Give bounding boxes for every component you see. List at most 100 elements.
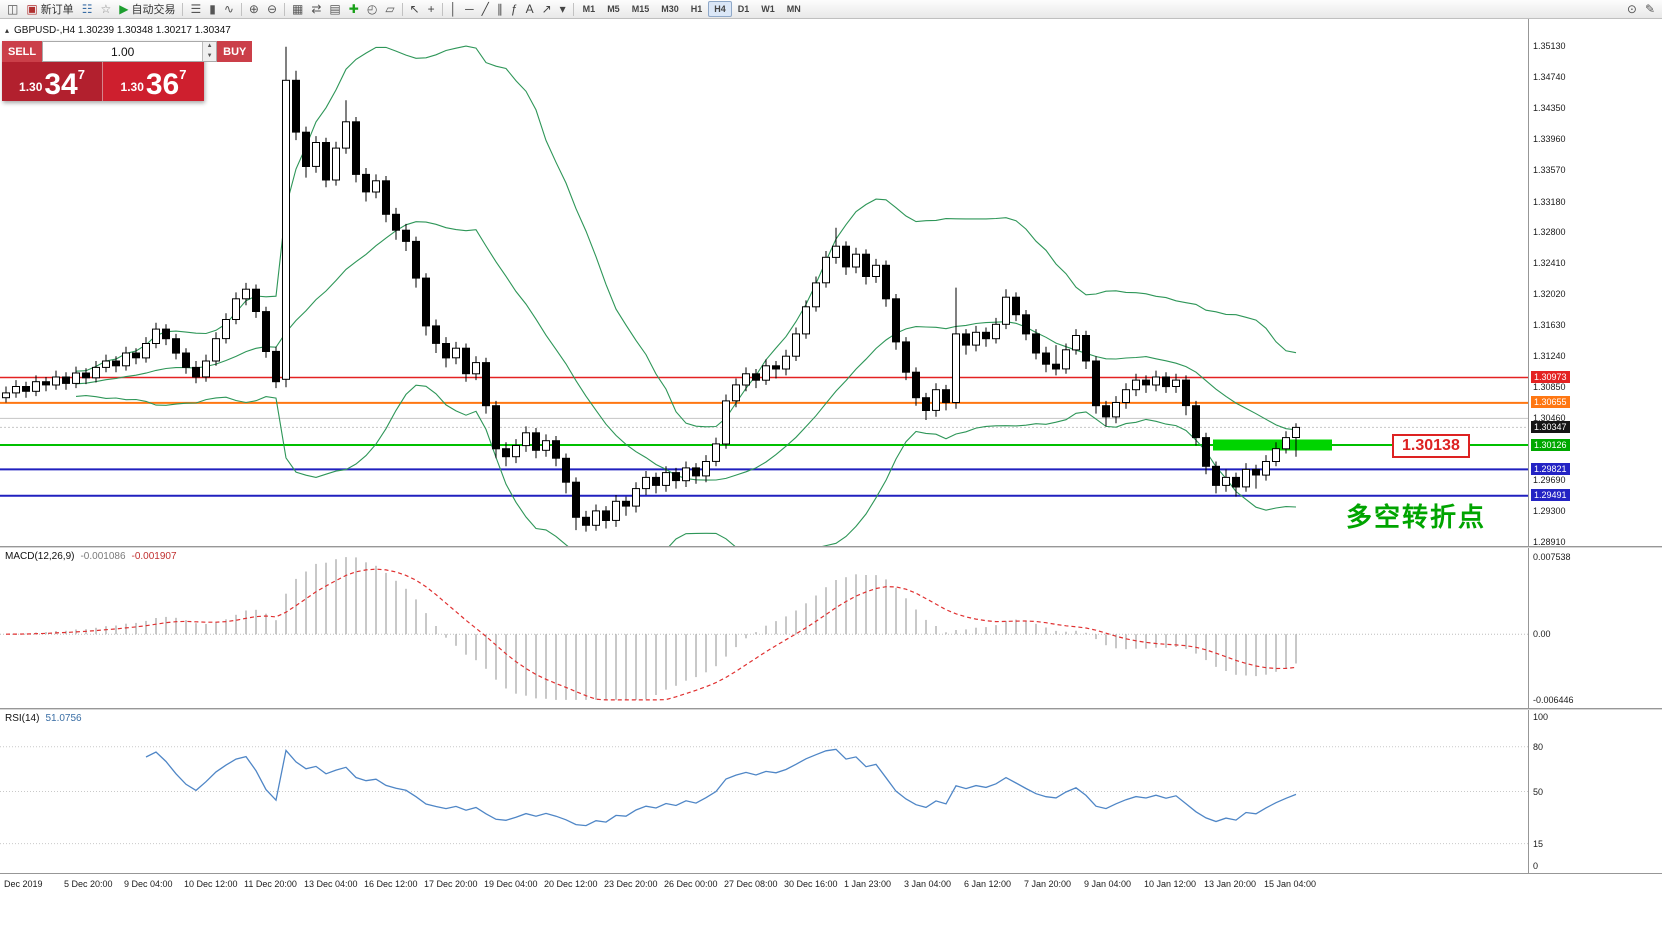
price-tick-label: 1.34740 — [1533, 72, 1566, 83]
macd-panel[interactable]: MACD(12,26,9) -0.001086 -0.001907 — [0, 548, 1528, 708]
templates-icon[interactable]: ▱ — [381, 1, 398, 18]
time-tick-label: 9 Dec 04:00 — [124, 879, 173, 889]
one-click-trade-panel: SELL ▲ ▼ BUY 1.30 34 7 1.30 — [2, 41, 253, 101]
macd-tick-label: -0.006446 — [1533, 694, 1574, 705]
shapes-dropdown-icon[interactable]: ▾ — [556, 1, 570, 18]
time-tick-label: 19 Dec 04:00 — [484, 879, 538, 889]
new-chart-icon: ◫ — [7, 1, 19, 16]
price-tick-label: 1.35130 — [1533, 41, 1566, 51]
buy-price-main: 36 — [145, 67, 180, 101]
shapes-dropdown-icon: ▾ — [559, 1, 566, 16]
toolbar-separator — [182, 2, 184, 16]
cursor-icon[interactable]: ↖ — [406, 1, 424, 18]
channel-icon[interactable]: ∥ — [493, 1, 507, 18]
price-axis[interactable]: 1.35130 1.34740 1.34350 1.33960 1.33570 1.331… — [1528, 19, 1662, 547]
autoscroll-icon[interactable]: ⇄ — [307, 1, 325, 18]
periods-icon: ◴ — [366, 1, 378, 16]
price-tick-label: 1.31630 — [1533, 320, 1566, 331]
periods-icon[interactable]: ◴ — [363, 1, 381, 18]
candlestick-chart-icon[interactable]: ▮ — [205, 1, 220, 18]
zoom-out-icon: ⊖ — [266, 1, 278, 16]
macd-name: MACD(12,26,9) — [5, 551, 75, 562]
sell-button[interactable]: SELL — [2, 41, 43, 62]
candlestick-chart[interactable] — [0, 19, 1528, 546]
cursor-icon: ↖ — [409, 1, 420, 16]
macd-indicator[interactable] — [0, 548, 1528, 708]
fibonacci-icon[interactable]: ƒ — [507, 1, 522, 18]
macd-main-value: -0.001086 — [80, 551, 126, 562]
timeframe-m15-button[interactable]: M15 — [631, 4, 650, 14]
price-tick-label: 1.32800 — [1533, 226, 1566, 237]
macd-axis[interactable]: 0.007538 0.00 -0.006446 — [1528, 548, 1662, 708]
timeframe-d1-button[interactable]: D1 — [737, 4, 750, 14]
trendline-icon[interactable]: ╱ — [478, 1, 493, 18]
horizontal-line-icon[interactable]: ─ — [461, 1, 478, 18]
timeframe-h1-button[interactable]: H1 — [690, 4, 703, 14]
panel-divider[interactable] — [0, 546, 1662, 548]
new-chart-icon[interactable]: ◫ — [3, 1, 22, 18]
rsi-panel[interactable]: RSI(14) 51.0756 — [0, 710, 1528, 873]
autoscroll-icon: ⇄ — [311, 1, 322, 16]
rsi-axis[interactable]: 100 80 50 15 0 — [1528, 710, 1662, 873]
time-tick-label: 10 Dec 12:00 — [184, 879, 238, 889]
buy-button[interactable]: BUY — [217, 41, 253, 62]
candlestick-chart-icon: ▮ — [209, 1, 216, 16]
time-tick-label: 13 Dec 04:00 — [304, 879, 358, 889]
text-label-icon: A — [525, 1, 534, 16]
sell-price-main: 34 — [44, 67, 78, 101]
timeframe-w1-button[interactable]: W1 — [761, 4, 775, 14]
text-label-icon[interactable]: A — [522, 1, 538, 18]
timeframe-mn-button[interactable]: MN — [786, 4, 801, 14]
rsi-tick-label: 0 — [1533, 861, 1539, 871]
crosshair-icon[interactable]: + — [424, 1, 439, 18]
time-tick-label: 10 Jan 12:00 — [1144, 879, 1197, 889]
bar-chart-icon[interactable]: ☰ — [186, 1, 205, 18]
volume-up-icon[interactable]: ▲ — [203, 42, 217, 52]
sell-price[interactable]: 1.30 34 7 — [2, 62, 103, 101]
time-tick-label: 3 Jan 04:00 — [904, 879, 952, 889]
timeframe-m5-button[interactable]: M5 — [607, 4, 620, 14]
indicators-add-icon[interactable]: ✚ — [345, 1, 363, 18]
time-tick-label: 27 Dec 08:00 — [724, 879, 778, 889]
chinese-annotation[interactable]: 多空转折点 — [1346, 502, 1487, 532]
main-chart[interactable]: ▴ GBPUSD-,H4 1.30239 1.30348 1.30217 1.3… — [0, 19, 1528, 546]
buy-price[interactable]: 1.30 36 7 — [103, 62, 204, 101]
toolbar-separator — [401, 2, 403, 16]
vertical-line-icon: │ — [449, 1, 458, 16]
sell-price-sup: 7 — [77, 67, 85, 82]
price-badge: 1.29491 — [1531, 489, 1570, 502]
zoom-out-icon[interactable]: ⊖ — [263, 1, 281, 18]
price-callout-label[interactable]: 1.30138 — [1392, 434, 1470, 458]
chart-shift-icon[interactable]: ▤ — [325, 1, 344, 18]
volume-down-icon[interactable]: ▼ — [203, 51, 217, 61]
buy-price-sup: 7 — [179, 67, 187, 82]
time-tick-label: 6 Jan 12:00 — [964, 879, 1012, 889]
collapse-arrow-icon[interactable]: ▴ — [5, 26, 10, 35]
toolbar-separator — [572, 2, 574, 16]
time-tick-label: 16 Dec 12:00 — [364, 879, 418, 889]
time-tick-label: 1 Jan 23:00 — [844, 879, 892, 889]
rsi-indicator[interactable] — [0, 710, 1528, 873]
channel-icon: ∥ — [496, 1, 503, 16]
tile-windows-icon[interactable]: ▦ — [288, 1, 307, 18]
line-chart-icon[interactable]: ∿ — [220, 1, 238, 18]
panel-divider[interactable] — [0, 708, 1662, 710]
toolbar: ◫ ▣ 新订单 ☷ ☆ ▶ 自动交易 ☰ ▮ ∿ ⊕ ⊖ ▦ ⇄ ▤ ✚ ◴ ▱ ↖ + │ ─ ╱ ∥ ƒ A ↗ ▾ M1 M5 M15… — [0, 0, 1662, 19]
volume-input[interactable] — [43, 42, 203, 61]
timeframe-h4-button[interactable]: H4 — [708, 1, 732, 17]
search-icon[interactable]: ⊙ — [1626, 1, 1637, 16]
new-order-button[interactable]: ▣ 新订单 — [26, 1, 74, 17]
favorites-icon[interactable]: ☆ — [96, 1, 115, 18]
arrow-object-icon[interactable]: ↗ — [538, 1, 556, 18]
timeframe-m1-button[interactable]: M1 — [582, 4, 596, 14]
price-tick-label: 1.30850 — [1533, 382, 1566, 393]
trendline-icon: ╱ — [481, 1, 489, 16]
autotrade-button[interactable]: ▶ 自动交易 — [119, 1, 176, 17]
price-tick-label: 1.29690 — [1533, 474, 1566, 485]
market-watch-icon[interactable]: ☷ — [78, 1, 97, 18]
timeframe-m30-button[interactable]: M30 — [661, 4, 679, 14]
vertical-line-icon[interactable]: │ — [446, 1, 462, 18]
edit-icon[interactable]: ✎ — [1644, 1, 1655, 16]
time-axis[interactable]: Dec 2019 5 Dec 20:00 9 Dec 04:00 10 Dec 12:… — [0, 873, 1662, 906]
zoom-in-icon[interactable]: ⊕ — [245, 1, 263, 18]
